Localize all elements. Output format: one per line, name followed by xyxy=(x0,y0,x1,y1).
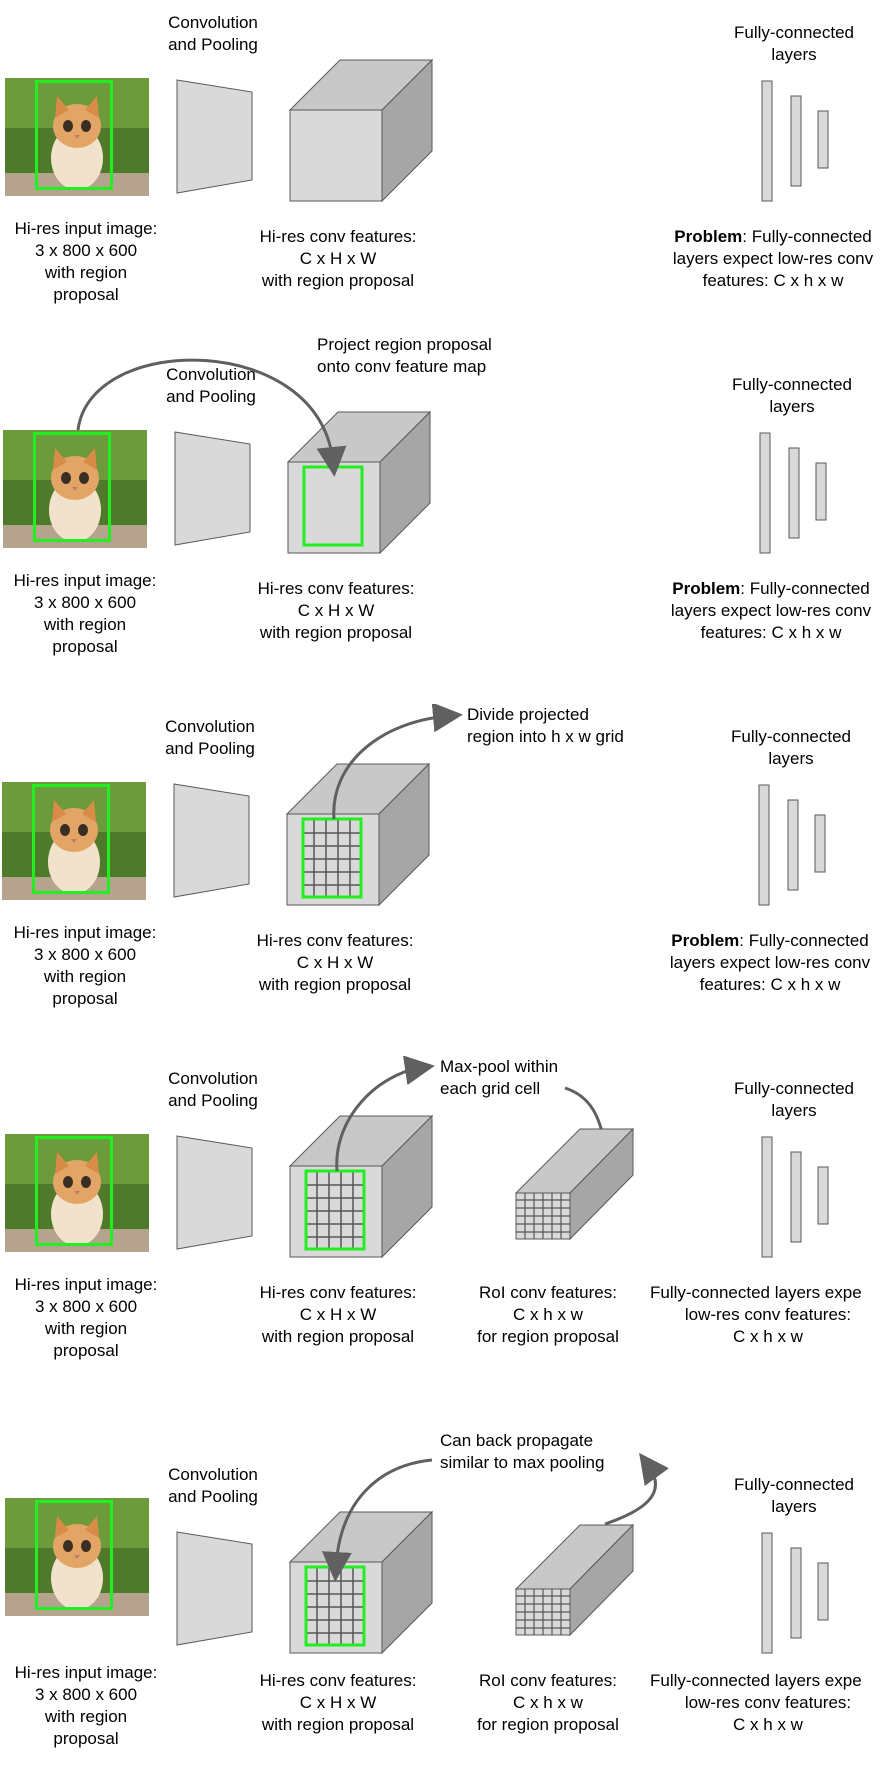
region-proposal-box xyxy=(33,432,111,542)
projected-region xyxy=(304,1169,366,1251)
backprop-arrow-2 xyxy=(604,1452,669,1526)
kitten-image xyxy=(5,1134,149,1252)
panel-2: Hi-res input image: 3 x 800 x 600 with reg… xyxy=(0,335,886,708)
kitten-image xyxy=(5,78,149,196)
feature-box-front xyxy=(289,109,383,202)
grid-lines xyxy=(306,1171,364,1249)
annotation: Max-pool within each grid cell xyxy=(440,1057,559,1098)
project-arrow xyxy=(76,358,347,477)
panel-3: Hi-res input image: 3 x 800 x 600 with reg… xyxy=(0,704,886,1060)
fc-title: Fully-connected layers xyxy=(733,1475,854,1516)
annotation: Divide projected region into h x w grid xyxy=(467,705,624,746)
conv-trapezoid xyxy=(174,431,251,546)
fc-layer-2 xyxy=(788,447,800,539)
fc-title: Fully-connected layers xyxy=(731,375,852,416)
fc-layer-2 xyxy=(787,799,799,891)
maxpool-arrow xyxy=(335,1056,435,1172)
fc-layer-2 xyxy=(790,95,802,187)
fc-layer-3 xyxy=(817,1562,829,1621)
conv-trapezoid xyxy=(176,1531,253,1646)
input-caption: Hi-res input image: 3 x 800 x 600 with reg… xyxy=(14,1663,158,1748)
panel-1: Hi-res input image: 3 x 800 x 600 with reg… xyxy=(0,0,886,356)
feature-box-front xyxy=(287,461,381,554)
panel-1-diagram xyxy=(176,58,829,203)
input-caption: Hi-res input image: 3 x 800 x 600 with reg… xyxy=(14,1275,158,1360)
panel-2-diagram xyxy=(76,358,827,555)
fc-caption: Fully-connected layers expe low-res conv … xyxy=(650,1671,862,1734)
kitten-image xyxy=(5,1498,149,1616)
fc-layer-1 xyxy=(761,80,773,202)
fc-layer-3 xyxy=(815,462,827,521)
panel-5: Hi-res input image: 3 x 800 x 600 with reg… xyxy=(0,1420,886,1776)
divide-arrow xyxy=(332,704,463,820)
panel-3-diagram xyxy=(173,704,826,907)
conv-pool-label: Convolution and Pooling xyxy=(168,1465,258,1506)
panel-4-diagram xyxy=(176,1056,829,1259)
grid-lines xyxy=(303,819,361,897)
region-proposal-box xyxy=(32,784,110,894)
fc-caption: Problem: Fully-connected layers expect l… xyxy=(669,931,871,994)
fc-layer-2 xyxy=(790,1151,802,1243)
conv-trapezoid xyxy=(176,1135,253,1250)
fc-title: Fully-connected layers xyxy=(730,727,851,768)
conv-pool-label: Convolution and Pooling xyxy=(168,13,258,54)
region-proposal-box xyxy=(35,80,113,190)
annotation: Can back propagate similar to max pooling xyxy=(440,1431,605,1472)
roi-caption: RoI conv features: C x h x w for region pr… xyxy=(477,1283,619,1346)
fc-caption: Problem: Fully-connected layers expect l… xyxy=(672,227,874,290)
fc-layer-1 xyxy=(758,784,770,906)
annotation: Project region proposal onto conv feature… xyxy=(317,335,492,376)
panel-4: Hi-res input image: 3 x 800 x 600 with reg… xyxy=(0,1056,886,1412)
fc-layer-1 xyxy=(761,1532,773,1654)
roi-grid-lines xyxy=(516,1589,570,1635)
panel-5-diagram xyxy=(176,1452,829,1655)
input-caption: Hi-res input image: 3 x 800 x 600 with reg… xyxy=(13,571,157,656)
projected-region xyxy=(301,817,363,899)
fc-caption: Fully-connected layers expe low-res conv … xyxy=(650,1283,862,1346)
conv-pool-label: Convolution and Pooling xyxy=(166,365,256,406)
conv-trapezoid xyxy=(173,783,250,898)
fc-layer-1 xyxy=(759,432,771,554)
fc-layer-1 xyxy=(761,1136,773,1258)
fc-layer-3 xyxy=(814,814,826,873)
input-caption: Hi-res input image: 3 x 800 x 600 with reg… xyxy=(14,219,158,304)
fc-title: Fully-connected layers xyxy=(733,1079,854,1120)
conv-pool-label: Convolution and Pooling xyxy=(165,717,255,758)
fc-caption: Problem: Fully-connected layers expect l… xyxy=(670,579,872,642)
conv-trapezoid xyxy=(176,79,253,194)
kitten-image xyxy=(2,782,146,900)
roi-caption: RoI conv features: C x h x w for region pr… xyxy=(477,1671,619,1734)
fc-layer-2 xyxy=(790,1547,802,1639)
roi-grid-lines xyxy=(516,1193,570,1239)
conv-pool-label: Convolution and Pooling xyxy=(168,1069,258,1110)
fc-layer-3 xyxy=(817,110,829,169)
kitten-image xyxy=(3,430,147,548)
region-proposal-box xyxy=(35,1500,113,1610)
backprop-arrow xyxy=(321,1458,433,1582)
fc-layer-3 xyxy=(817,1166,829,1225)
region-proposal-box xyxy=(35,1136,113,1246)
input-caption: Hi-res input image: 3 x 800 x 600 with reg… xyxy=(13,923,157,1008)
fc-title: Fully-connected layers xyxy=(733,23,854,64)
